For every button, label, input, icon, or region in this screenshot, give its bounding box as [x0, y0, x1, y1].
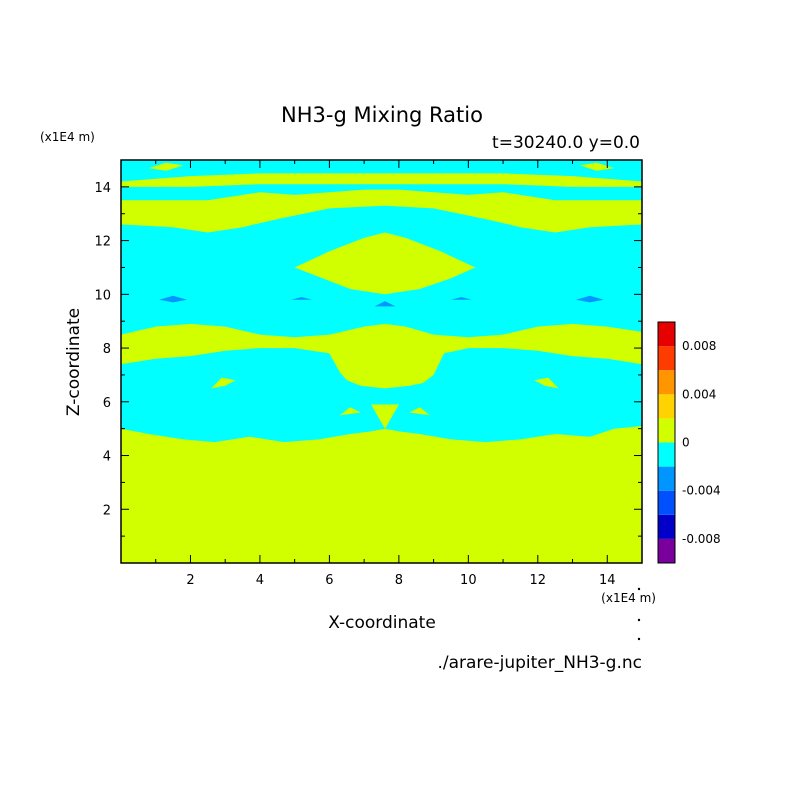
corner-dot [637, 587, 641, 591]
y-tick-label: 6 [103, 396, 111, 411]
y-tick-label: 4 [103, 450, 111, 465]
field-region [291, 297, 312, 300]
colorbar-segment [658, 418, 675, 443]
x-tick-label: 12 [530, 573, 547, 588]
x-tick-label: 6 [325, 573, 333, 588]
axes: 2 4 6 8 10 12 14 2 4 6 8 10 12 14 [94, 159, 643, 588]
colorbar-label: 0 [682, 436, 690, 450]
x-axis-label: X-coordinate [328, 613, 436, 633]
colorbar-label: -0.008 [682, 532, 721, 546]
colorbar-segment [658, 370, 675, 395]
colorbar: 0.008 0.004 0 -0.004 -0.008 [657, 321, 721, 564]
colorbar-segment [658, 514, 675, 539]
corner-dot [637, 637, 641, 641]
x-tick-label: 4 [256, 573, 264, 588]
colorbar-label: -0.004 [682, 484, 721, 498]
source-filename: ./arare-jupiter_NH3-g.nc [437, 653, 642, 673]
colorbar-segment [658, 394, 675, 419]
field-region [371, 404, 399, 429]
field-region [159, 295, 187, 303]
field-group [121, 160, 642, 563]
field-region [451, 297, 472, 300]
y-tick-label: 2 [103, 503, 111, 518]
colorbar-segment [658, 346, 675, 371]
x-tick-label: 2 [186, 573, 194, 588]
plot-area [121, 160, 642, 563]
field-region [121, 323, 642, 389]
field-region [211, 377, 236, 389]
chart-title: NH3-g Mixing Ratio [281, 103, 483, 127]
field-region [339, 407, 361, 416]
colorbar-segment [658, 442, 675, 467]
y-tick-label: 10 [94, 288, 111, 303]
x-unit-label: (x1E4 m) [601, 591, 656, 605]
colorbar-frame [657, 321, 676, 564]
field-region [121, 426, 642, 563]
colorbar-segment [658, 490, 675, 515]
y-axis-label: Z-coordinate [64, 308, 84, 416]
chart-subtitle: t=30240.0 y=0.0 [492, 133, 640, 153]
plot-frame [120, 159, 643, 564]
y-tick-label: 12 [94, 235, 111, 250]
field-region [579, 162, 615, 171]
y-tick-label: 14 [94, 181, 111, 196]
field-region [121, 189, 642, 233]
y-tick-label: 8 [103, 342, 111, 357]
field-region [576, 295, 604, 303]
colorbar-label: 0.004 [682, 387, 716, 401]
corner-dot [637, 618, 641, 622]
field-region [374, 301, 396, 307]
x-tick-label: 10 [460, 573, 477, 588]
colorbar-segment [658, 322, 675, 347]
x-tick-label: 8 [395, 573, 403, 588]
corner-marks [637, 587, 641, 641]
field-region [409, 407, 431, 416]
x-tick-label: 14 [599, 573, 616, 588]
colorbar-label: 0.008 [682, 339, 716, 353]
y-unit-label: (x1E4 m) [40, 130, 95, 144]
colorbar-segment [658, 466, 675, 491]
field-region [121, 173, 642, 187]
field-region [294, 232, 476, 295]
colorbar-segment [658, 538, 675, 563]
field-region [534, 377, 559, 389]
field-region [148, 162, 184, 171]
